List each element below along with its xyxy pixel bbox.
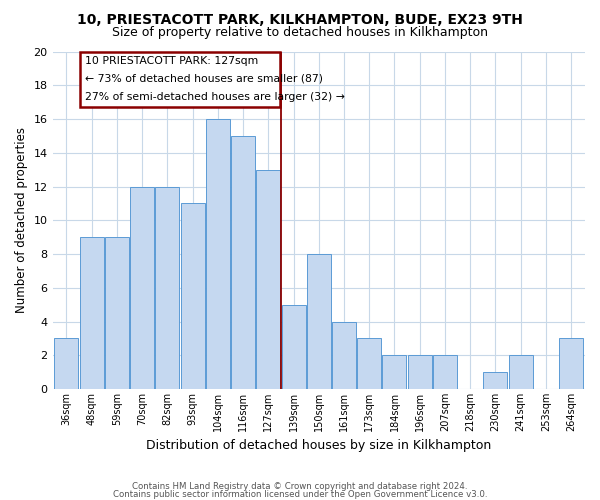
Text: Contains public sector information licensed under the Open Government Licence v3: Contains public sector information licen… — [113, 490, 487, 499]
Bar — [484, 372, 508, 389]
Bar — [332, 322, 356, 389]
Bar — [256, 170, 280, 389]
Text: 10, PRIESTACOTT PARK, KILKHAMPTON, BUDE, EX23 9TH: 10, PRIESTACOTT PARK, KILKHAMPTON, BUDE,… — [77, 12, 523, 26]
FancyBboxPatch shape — [80, 52, 280, 107]
Text: ← 73% of detached houses are smaller (87): ← 73% of detached houses are smaller (87… — [85, 74, 323, 84]
Bar — [55, 338, 79, 389]
Bar — [206, 119, 230, 389]
Bar — [307, 254, 331, 389]
Bar — [231, 136, 255, 389]
X-axis label: Distribution of detached houses by size in Kilkhampton: Distribution of detached houses by size … — [146, 440, 491, 452]
Bar — [181, 204, 205, 389]
Bar — [105, 237, 129, 389]
Bar — [382, 356, 406, 389]
Bar — [155, 186, 179, 389]
Bar — [509, 356, 533, 389]
Text: 27% of semi-detached houses are larger (32) →: 27% of semi-detached houses are larger (… — [85, 92, 345, 102]
Bar — [559, 338, 583, 389]
Bar — [130, 186, 154, 389]
Bar — [433, 356, 457, 389]
Text: 10 PRIESTACOTT PARK: 127sqm: 10 PRIESTACOTT PARK: 127sqm — [85, 56, 259, 66]
Bar — [281, 304, 305, 389]
Y-axis label: Number of detached properties: Number of detached properties — [15, 128, 28, 314]
Text: Contains HM Land Registry data © Crown copyright and database right 2024.: Contains HM Land Registry data © Crown c… — [132, 482, 468, 491]
Bar — [357, 338, 381, 389]
Bar — [80, 237, 104, 389]
Bar — [408, 356, 431, 389]
Text: Size of property relative to detached houses in Kilkhampton: Size of property relative to detached ho… — [112, 26, 488, 39]
